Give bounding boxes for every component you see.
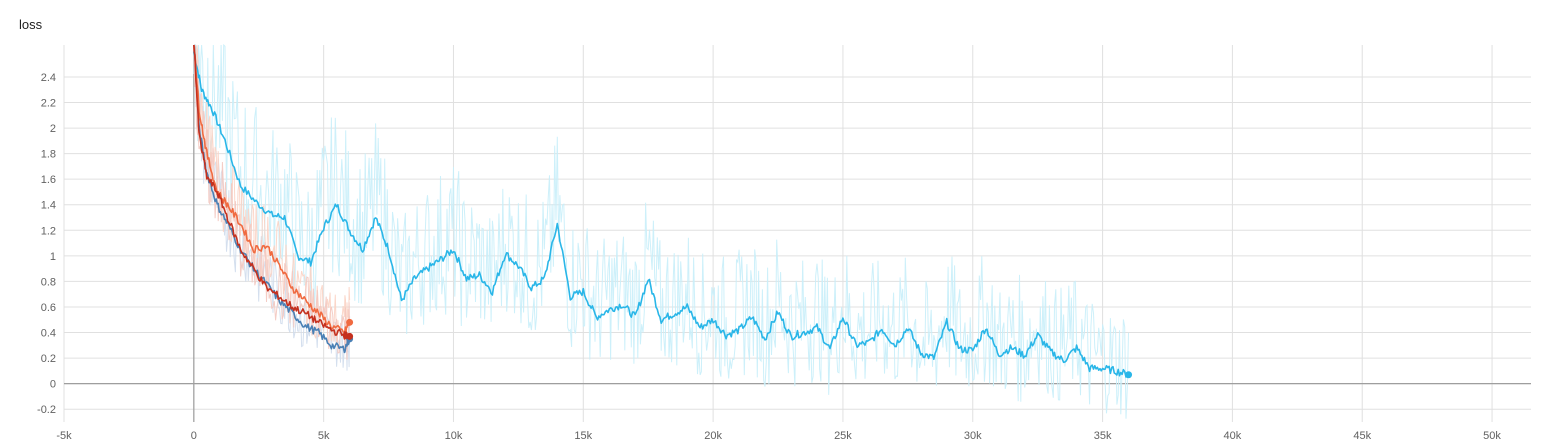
series-line [193,44,351,340]
smoothed-series-lines [193,44,1133,379]
x-tick-label: 25k [834,430,852,442]
x-tick-label: 50k [1483,430,1501,442]
x-tick-label: 40k [1224,430,1242,442]
tick-labels: -0.2 0 0.2 0.4 0.6 0.8 1 1.2 1.4 1.6 1.8 2 2.2 2.4 -5k… [37,72,1501,442]
y-tick-label: 2.4 [41,72,56,84]
y-tick-label: 1.4 [41,200,56,212]
y-tick-label: 0.8 [41,276,56,288]
axes [64,45,1531,422]
x-tick-label: 10k [445,430,463,442]
x-tick-label: -5k [56,430,72,442]
y-tick-label: 0.2 [41,353,56,365]
y-tick-label: 1.8 [41,149,56,161]
y-tick-label: 1 [50,251,56,263]
chart-title: loss [19,17,43,32]
y-tick-label: 1.6 [41,174,56,186]
raw-series-line [193,44,351,360]
y-tick-label: 0.6 [41,302,56,314]
raw-series-line [193,44,351,344]
raw-series-line [193,43,1129,419]
x-tick-label: 0 [191,430,197,442]
y-tick-label: 2 [50,123,56,135]
y-tick-label: 0 [50,379,56,391]
series-line [193,51,1130,378]
x-tick-label: 35k [1094,430,1112,442]
y-tick-label: -0.2 [37,404,56,416]
raw-series-lines [193,43,1129,419]
y-tick-label: 0.4 [41,328,56,340]
x-tick-label: 20k [704,430,722,442]
y-tick-label: 2.2 [41,98,56,110]
y-tick-label: 1.2 [41,225,56,237]
x-tick-label: 5k [318,430,330,442]
series-line [193,44,351,335]
x-tick-label: 45k [1353,430,1371,442]
series-end-point [346,332,354,340]
series-end-point [1125,371,1133,379]
series-line [193,44,351,354]
x-tick-label: 15k [574,430,592,442]
series-end-point [346,318,354,326]
x-tick-label: 30k [964,430,982,442]
